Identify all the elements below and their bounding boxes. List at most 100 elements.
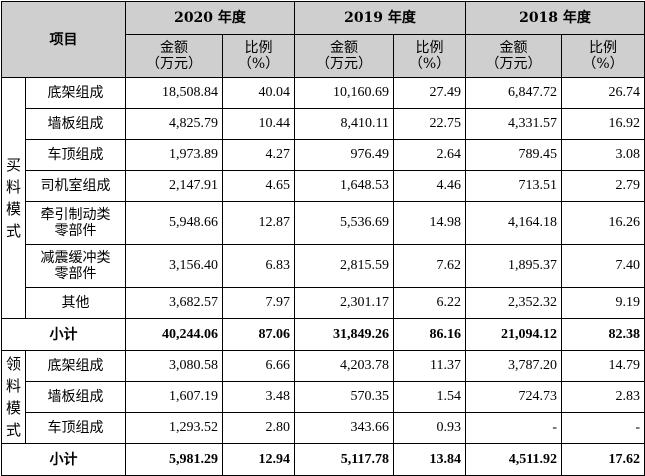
amount-cell: 3,787.20 <box>465 350 562 382</box>
header-item: 项目 <box>1 1 126 78</box>
ratio-cell: - <box>561 412 645 444</box>
header-year-2019: 2019 年度 <box>294 1 466 35</box>
ratio-cell: 3.48 <box>222 381 295 413</box>
ratio-cell: 9.19 <box>561 287 645 319</box>
table-row: 墙板组成 1,607.19 3.48 570.35 1.54 724.73 2.83 <box>2 381 645 413</box>
subtotal-amount-cell: 4,511.92 <box>465 443 562 476</box>
header-amount: 金额 （万元） <box>294 34 394 78</box>
amount-cell: 18,508.84 <box>125 77 223 109</box>
ratio-cell: 2.79 <box>561 170 645 202</box>
amount-cell: 6,847.72 <box>465 77 562 109</box>
amount-cell: 3,682.57 <box>125 287 223 319</box>
amount-cell: 8,410.11 <box>294 108 394 140</box>
ratio-cell: 1.54 <box>393 381 466 413</box>
subtotal-amount-cell: 5,981.29 <box>125 443 223 476</box>
subtotal-row: 小计 5,981.29 12.94 5,117.78 13.84 4,511.92 17.6… <box>1 443 645 476</box>
amount-cell: 10,160.69 <box>294 77 394 109</box>
ratio-cell: 27.49 <box>393 77 466 109</box>
item-name: 车顶组成 <box>25 412 126 444</box>
amount-cell: 1,293.52 <box>125 412 223 444</box>
item-name: 车顶组成 <box>25 139 126 171</box>
ratio-cell: 7.62 <box>393 244 466 288</box>
amount-cell: 1,973.89 <box>125 139 223 171</box>
table-row: 车顶组成 1,973.89 4.27 976.49 2.64 789.45 3.08 <box>2 139 645 171</box>
ratio-cell: 40.04 <box>222 77 295 109</box>
amount-cell: 2,815.59 <box>294 244 394 288</box>
ratio-cell: 16.26 <box>561 201 645 245</box>
header-ratio: 比例 （%） <box>393 34 466 78</box>
header-amount: 金额 （万元） <box>465 34 562 78</box>
item-name: 司机室组成 <box>25 170 126 202</box>
header-ratio: 比例 （%） <box>222 34 295 78</box>
amount-cell: 1,607.19 <box>125 381 223 413</box>
ratio-cell: 2.83 <box>561 381 645 413</box>
table-row: 其他 3,682.57 7.97 2,301.17 6.22 2,352.32 9.19 <box>2 287 645 319</box>
item-name: 墙板组成 <box>25 108 126 140</box>
subtotal-amount-cell: 31,849.26 <box>294 318 394 351</box>
subtotal-ratio-cell: 13.84 <box>393 443 466 476</box>
subtotal-ratio-cell: 17.62 <box>561 443 645 476</box>
amount-cell: - <box>465 412 562 444</box>
ratio-cell: 6.66 <box>222 350 295 382</box>
category-label: 买料模式 <box>1 77 26 319</box>
item-name: 墙板组成 <box>25 381 126 413</box>
header-year-2020: 2020 年度 <box>125 1 295 35</box>
table-row: 领料模式底架组成 3,080.58 6.66 4,203.78 11.37 3,787.2… <box>1 350 645 444</box>
amount-cell: 4,331.57 <box>465 108 562 140</box>
ratio-cell: 2.80 <box>222 412 295 444</box>
subtotal-label: 小计 <box>1 443 126 476</box>
ratio-cell: 4.46 <box>393 170 466 202</box>
amount-cell: 3,156.40 <box>125 244 223 288</box>
ratio-cell: 4.65 <box>222 170 295 202</box>
table-row: 车顶组成 1,293.52 2.80 343.66 0.93- - <box>2 412 645 444</box>
item-name: 牵引制动类 零部件 <box>25 201 126 245</box>
subtotal-row: 小计 40,244.06 87.06 31,849.26 86.16 21,094.12 8… <box>1 318 645 351</box>
subtotal-ratio-cell: 86.16 <box>393 318 466 351</box>
subtotal-ratio-cell: 82.38 <box>561 318 645 351</box>
item-name: 底架组成 <box>25 77 126 109</box>
item-name: 底架组成 <box>25 350 126 382</box>
amount-cell: 1,648.53 <box>294 170 394 202</box>
header-ratio: 比例 （%） <box>561 34 645 78</box>
item-name: 减震缓冲类 零部件 <box>25 244 126 288</box>
ratio-cell: 6.83 <box>222 244 295 288</box>
amount-cell: 5,536.69 <box>294 201 394 245</box>
amount-cell: 2,352.32 <box>465 287 562 319</box>
ratio-cell: 3.08 <box>561 139 645 171</box>
amount-cell: 2,301.17 <box>294 287 394 319</box>
amount-cell: 724.73 <box>465 381 562 413</box>
ratio-cell: 11.37 <box>393 350 466 382</box>
amount-cell: 5,948.66 <box>125 201 223 245</box>
subtotal-amount-cell: 40,244.06 <box>125 318 223 351</box>
ratio-cell: 22.75 <box>393 108 466 140</box>
ratio-cell: 6.22 <box>393 287 466 319</box>
item-name: 其他 <box>25 287 126 319</box>
ratio-cell: 2.64 <box>393 139 466 171</box>
header-amount: 金额 （万元） <box>125 34 223 78</box>
subtotal-amount-cell: 21,094.12 <box>465 318 562 351</box>
ratio-cell: 26.74 <box>561 77 645 109</box>
amount-cell: 343.66 <box>294 412 394 444</box>
amount-cell: 976.49 <box>294 139 394 171</box>
ratio-cell: 12.87 <box>222 201 295 245</box>
ratio-cell: 16.92 <box>561 108 645 140</box>
ratio-cell: 7.40 <box>561 244 645 288</box>
subtotal-label: 小计 <box>1 318 126 351</box>
table-row: 减震缓冲类 零部件 3,156.40 6.83 2,815.59 7.62 1,895.37… <box>2 244 645 288</box>
table-row: 司机室组成 2,147.91 4.65 1,648.53 4.46 713.51 2.79 <box>2 170 645 202</box>
table-row: 墙板组成 4,825.79 10.44 8,410.11 22.75 4,331.57 16… <box>2 108 645 140</box>
amount-cell: 713.51 <box>465 170 562 202</box>
ratio-cell: 0.93 <box>393 412 466 444</box>
amount-cell: 3,080.58 <box>125 350 223 382</box>
ratio-cell: 7.97 <box>222 287 295 319</box>
ratio-cell: 4.27 <box>222 139 295 171</box>
ratio-cell: 10.44 <box>222 108 295 140</box>
table-row: 牵引制动类 零部件 5,948.66 12.87 5,536.69 14.98 4,164.… <box>2 201 645 245</box>
amount-cell: 4,203.78 <box>294 350 394 382</box>
amount-cell: 1,895.37 <box>465 244 562 288</box>
header-year-2018: 2018 年度 <box>465 1 645 35</box>
category-label: 领料模式 <box>1 350 26 444</box>
ratio-cell: 14.79 <box>561 350 645 382</box>
amount-cell: 4,164.18 <box>465 201 562 245</box>
